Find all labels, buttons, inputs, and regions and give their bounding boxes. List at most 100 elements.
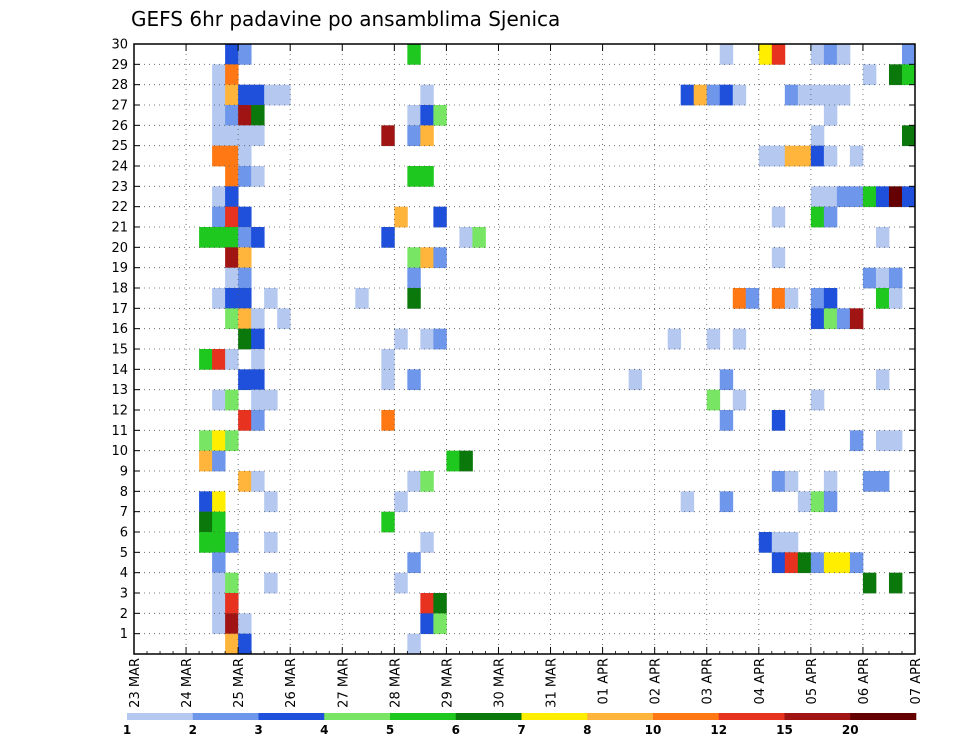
data-cell (706, 84, 721, 106)
data-cell (381, 349, 395, 370)
colorbar-label: 5 (386, 723, 394, 737)
y-tick-label: 8 (120, 485, 128, 500)
data-cell (797, 491, 812, 513)
data-cell (667, 328, 682, 350)
y-tick-label: 30 (111, 38, 128, 53)
data-cell (810, 44, 825, 65)
data-cell (823, 84, 838, 106)
y-tick-label: 27 (111, 99, 128, 114)
data-cell (420, 166, 434, 187)
data-cell (238, 125, 252, 147)
data-cell (420, 471, 434, 492)
data-cell (784, 471, 799, 492)
data-cell (810, 552, 825, 574)
data-cell (719, 410, 734, 431)
data-cell (225, 633, 239, 655)
y-tick-label: 28 (111, 78, 128, 93)
data-cell (810, 206, 825, 228)
data-cell (264, 532, 278, 553)
data-cell (836, 308, 851, 330)
data-cell (212, 84, 226, 106)
data-cell (446, 450, 460, 472)
data-cell (277, 84, 291, 106)
data-cell (849, 186, 864, 208)
data-cell (381, 369, 395, 391)
data-cell (407, 267, 421, 289)
data-cell (888, 186, 903, 208)
data-cell (381, 410, 395, 431)
data-cell (771, 552, 786, 574)
data-cell (628, 369, 643, 391)
data-cell (225, 186, 239, 208)
data-cell (823, 186, 838, 208)
data-cell (771, 145, 786, 167)
data-cell (212, 613, 226, 635)
data-cell (420, 613, 434, 635)
colorbar-swatch (587, 713, 654, 720)
data-cell (394, 572, 408, 594)
data-cell (225, 288, 239, 309)
x-tick-label: 26 MAR (284, 658, 299, 708)
data-cell (771, 471, 786, 492)
data-cell (823, 206, 838, 228)
data-cell (797, 552, 812, 574)
data-cell (719, 44, 734, 65)
x-tick-label: 23 MAR (128, 658, 143, 708)
data-cell (212, 430, 226, 452)
colorbar-swatch (390, 713, 457, 720)
data-cell (771, 532, 786, 553)
data-cell (225, 389, 239, 411)
data-cell (394, 491, 408, 513)
data-cell (732, 84, 747, 106)
data-cell (225, 84, 239, 106)
data-cell (823, 105, 838, 126)
y-tick-label: 23 (111, 180, 128, 195)
colorbar-swatch (258, 713, 325, 720)
data-cell (238, 369, 252, 391)
data-cell (771, 288, 786, 309)
data-cell (407, 44, 421, 65)
data-cell (758, 44, 773, 65)
data-cell (810, 145, 825, 167)
colorbar-label: 7 (517, 723, 525, 737)
data-cell (875, 186, 890, 208)
data-cell (875, 471, 890, 492)
data-cell (251, 389, 265, 411)
y-tick-label: 24 (111, 160, 128, 175)
data-cell (823, 552, 838, 574)
colorbar-swatch (455, 713, 522, 720)
data-cell (875, 267, 890, 289)
data-cell (238, 288, 252, 309)
y-tick-label: 7 (120, 505, 128, 520)
x-tick-label: 28 MAR (388, 658, 403, 708)
data-cell (199, 491, 213, 513)
data-cell (212, 227, 226, 248)
data-cell (264, 389, 278, 411)
data-cell (810, 186, 825, 208)
y-tick-label: 6 (120, 526, 128, 541)
data-cell (212, 288, 226, 309)
data-cell (264, 288, 278, 309)
y-tick-label: 12 (111, 404, 128, 419)
data-cell (420, 125, 434, 147)
data-cell (706, 328, 721, 350)
data-cell (732, 288, 747, 309)
data-cell (719, 369, 734, 391)
data-cell (706, 389, 721, 411)
data-cell (225, 206, 239, 228)
data-cell (810, 125, 825, 147)
y-tick-label: 10 (111, 444, 128, 459)
data-cell (433, 613, 447, 635)
data-cell (472, 227, 486, 248)
data-cell (875, 227, 890, 248)
data-cell (212, 125, 226, 147)
x-tick-label: 07 APR (909, 658, 924, 704)
data-cell (238, 105, 252, 126)
data-cell (238, 471, 252, 492)
data-cell (251, 369, 265, 391)
data-cell (888, 288, 903, 309)
data-cell (225, 308, 239, 330)
data-cell (888, 572, 903, 594)
grid-lines (134, 44, 915, 654)
data-cell (225, 532, 239, 553)
